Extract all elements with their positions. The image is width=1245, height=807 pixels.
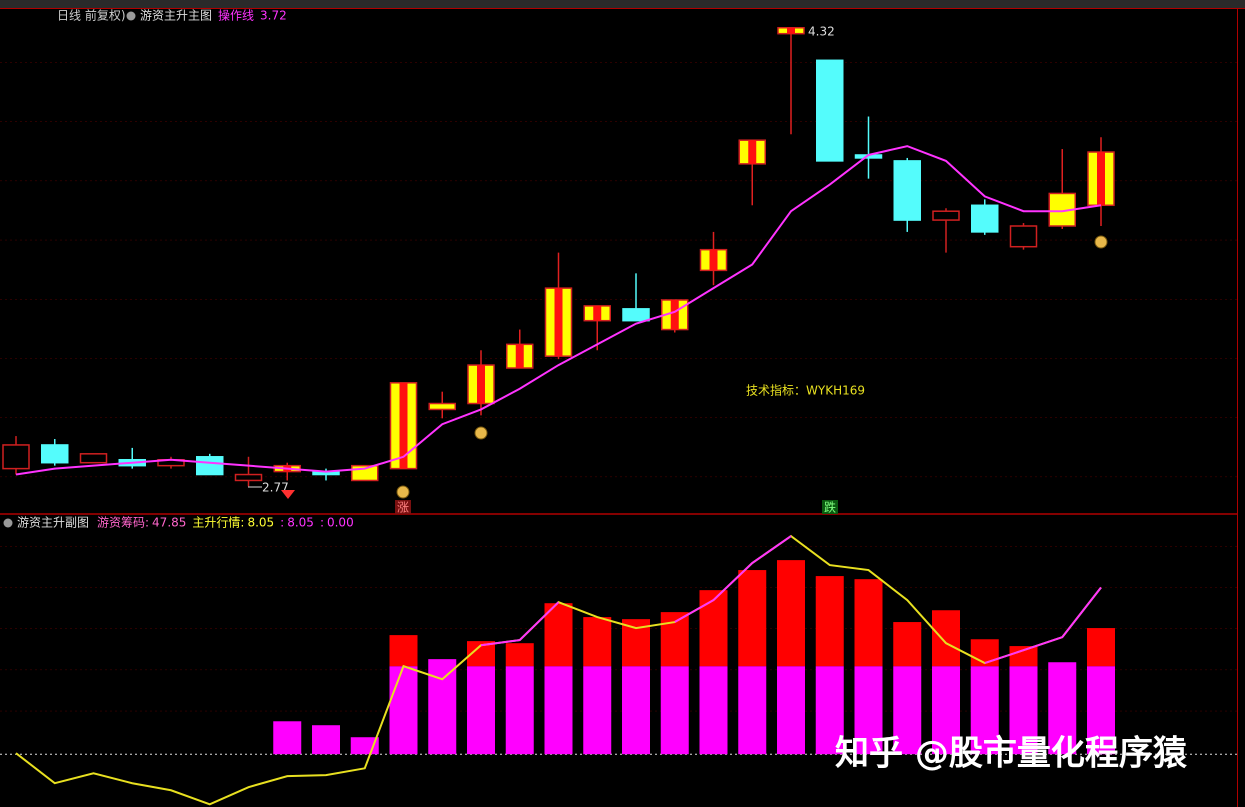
bar xyxy=(544,603,573,667)
bar xyxy=(544,666,573,755)
money-bag-icon xyxy=(1094,235,1108,249)
candle-body xyxy=(79,453,108,464)
readout-label: 游资筹码: xyxy=(97,516,149,530)
header-icon xyxy=(126,11,136,21)
line-name: 操作线 xyxy=(218,8,254,23)
readout-value: 0.00 xyxy=(327,516,354,530)
indicator-line xyxy=(15,145,1102,476)
bar xyxy=(467,666,495,755)
candle-stripe xyxy=(477,365,485,404)
bar xyxy=(854,666,883,755)
main-title: 游资主升主图 xyxy=(140,9,212,23)
candle-body xyxy=(234,473,263,482)
indicator-note: 技术指标：WYKH169 xyxy=(746,383,865,398)
candle-body xyxy=(428,402,456,411)
bar xyxy=(660,612,689,667)
bar xyxy=(1009,646,1038,667)
bar xyxy=(699,666,728,755)
watermark: 知乎 @股市量化程序猿 xyxy=(835,734,1188,774)
period-label: 日线 前复权) xyxy=(57,8,126,23)
indicator-line xyxy=(15,534,1102,806)
candle-stripe xyxy=(1097,152,1105,206)
bar xyxy=(854,579,883,667)
bar xyxy=(893,622,922,667)
signal-label: 涨 xyxy=(397,500,409,515)
line-value: 3.72 xyxy=(260,9,287,23)
readout-value: 8.05 xyxy=(247,516,274,530)
candle-body xyxy=(893,160,921,221)
candle-body xyxy=(1009,225,1038,248)
bar xyxy=(583,617,612,667)
bar xyxy=(389,666,418,755)
bar xyxy=(815,666,844,755)
indicator-line xyxy=(480,535,1102,665)
candle-body xyxy=(816,59,844,162)
readout-label: 主升行情: xyxy=(192,516,244,530)
bar xyxy=(505,643,534,667)
sub-title: 游资主升副图 xyxy=(17,516,89,530)
bar xyxy=(699,590,728,667)
bar xyxy=(583,666,612,755)
bar xyxy=(970,666,999,755)
readout-value: 8.05 xyxy=(287,516,314,530)
bar xyxy=(777,560,805,667)
candle-body xyxy=(41,444,69,464)
readout-value: 47.85 xyxy=(152,516,186,530)
candle-stripe xyxy=(399,382,408,469)
bar xyxy=(389,635,418,667)
bar xyxy=(738,570,767,667)
candle-stripe xyxy=(787,27,795,34)
bar xyxy=(1087,666,1115,755)
candle-body xyxy=(2,444,30,470)
candle-stripe xyxy=(709,249,718,271)
bar xyxy=(1009,666,1038,755)
bar xyxy=(815,576,844,667)
bar xyxy=(970,639,999,667)
bar xyxy=(1087,628,1115,667)
candle-stripe xyxy=(593,305,602,321)
money-bag-icon xyxy=(474,426,488,440)
signal-label: 跌 xyxy=(824,500,836,515)
signal-badge xyxy=(395,500,411,514)
candle-stripe xyxy=(748,140,757,164)
readout-label: : xyxy=(320,516,324,530)
bar xyxy=(273,721,302,755)
bar xyxy=(428,659,457,755)
readout-label: : xyxy=(280,516,284,530)
candle-stripe xyxy=(670,299,679,330)
bar xyxy=(622,666,650,755)
header-icon xyxy=(3,518,13,528)
menu-bar xyxy=(0,0,1245,8)
bar xyxy=(777,666,805,755)
bar xyxy=(1048,662,1077,755)
bar xyxy=(505,666,534,755)
diamond-icon xyxy=(281,490,295,499)
grid-pattern xyxy=(0,30,1237,510)
bar xyxy=(660,666,689,755)
candle-stripe xyxy=(515,344,524,369)
high-label: 4.32 xyxy=(808,25,835,39)
candle-body xyxy=(932,210,960,221)
signal-badge xyxy=(822,500,838,514)
bar xyxy=(932,666,960,755)
candle-stripe xyxy=(554,288,563,357)
bar xyxy=(312,725,340,755)
candle-body xyxy=(196,456,224,476)
candle-body xyxy=(622,308,650,322)
bar xyxy=(932,610,960,667)
bar xyxy=(738,666,767,755)
candle-body xyxy=(971,204,999,233)
money-bag-icon xyxy=(396,485,410,499)
bar xyxy=(893,666,922,755)
